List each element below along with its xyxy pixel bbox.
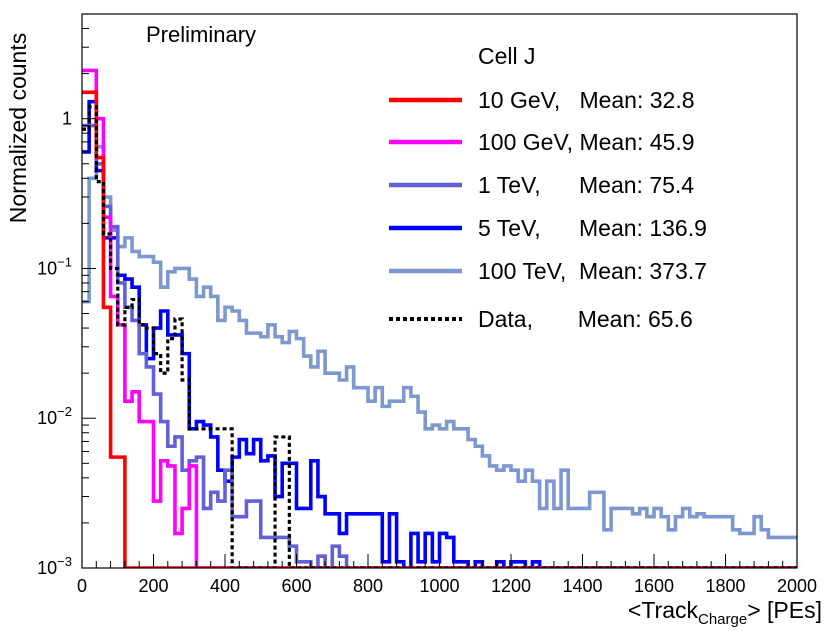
y-tick-label: 10−2 bbox=[37, 404, 72, 428]
legend-label-100-gev: 100 GeV, Mean: 45.9 bbox=[478, 129, 695, 155]
legend-label-1-tev: 1 TeV, Mean: 75.4 bbox=[478, 172, 694, 198]
x-tick-label: 800 bbox=[353, 576, 383, 596]
x-tick-label: 600 bbox=[281, 576, 311, 596]
x-tick-label: 1600 bbox=[634, 576, 674, 596]
legend-label-5-tev: 5 TeV, Mean: 136.9 bbox=[478, 215, 707, 241]
series-group bbox=[82, 68, 797, 568]
x-tick-label: 2000 bbox=[777, 576, 817, 596]
y-tick-label: 1 bbox=[62, 109, 72, 129]
series-5-tev bbox=[82, 99, 797, 568]
series-100-tev bbox=[82, 144, 797, 540]
y-axis-title: Normalized counts bbox=[5, 33, 31, 223]
preliminary-annotation: Preliminary bbox=[146, 22, 256, 47]
x-tick-label: 1400 bbox=[562, 576, 602, 596]
series-1-tev bbox=[82, 123, 797, 568]
x-axis-title: <TrackCharge> [PEs] bbox=[628, 597, 822, 628]
x-tick-label: 1200 bbox=[491, 576, 531, 596]
y-tick-label: 10−3 bbox=[37, 554, 72, 578]
legend-header: Cell J bbox=[478, 43, 536, 69]
axes: 0 200 400 600 800 1000 1200 1400 1600 1800 2000 1 10… bbox=[37, 13, 817, 596]
x-tick-label: 1000 bbox=[419, 576, 459, 596]
x-tick-label: 400 bbox=[210, 576, 240, 596]
series-100-gev bbox=[82, 68, 797, 568]
x-tick-label: 0 bbox=[77, 576, 87, 596]
legend-label-10-gev: 10 GeV, Mean: 32.8 bbox=[478, 87, 695, 113]
legend-label-100-tev: 100 TeV, Mean: 373.7 bbox=[478, 258, 707, 284]
x-tick-label: 200 bbox=[138, 576, 168, 596]
y-tick-label: 10−1 bbox=[37, 254, 72, 278]
x-tick-label: 1800 bbox=[705, 576, 745, 596]
legend-label-data: Data, Mean: 65.6 bbox=[478, 306, 693, 332]
legend: Cell J 10 GeV, Mean: 32.8 100 GeV, Mean: … bbox=[389, 43, 707, 332]
